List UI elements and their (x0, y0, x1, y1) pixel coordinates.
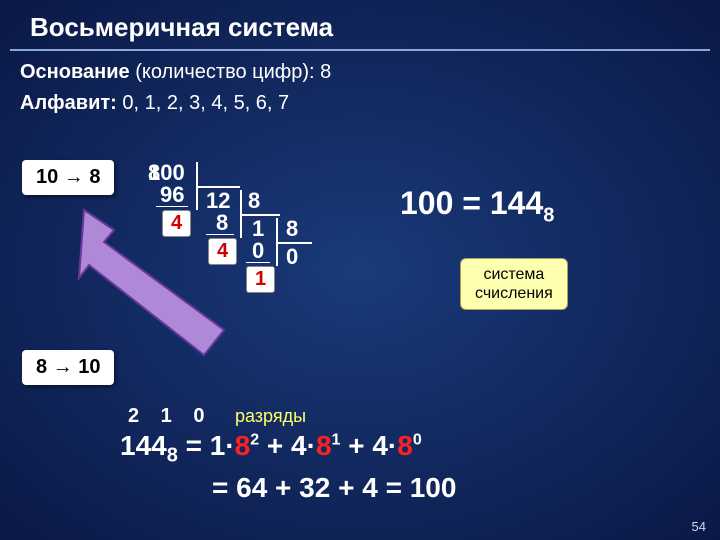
note-line-1: система (483, 266, 544, 283)
page-number: 54 (692, 519, 706, 534)
divisor-8c: 8 (286, 216, 298, 242)
sum-line: = 64 + 32 + 4 = 100 (212, 472, 680, 504)
alphabet-rest: 0, 1, 2, 3, 4, 5, 6, 7 (122, 92, 289, 114)
alphabet-label: Алфавит: (20, 92, 117, 114)
quotient-0: 0 (286, 244, 298, 270)
badge-dec-to-oct: 10 → 8 (22, 160, 114, 195)
exp-p1: + 4· (259, 430, 316, 461)
expansion-line: 1448 = 1·82 + 4·81 + 4·80 (120, 430, 680, 468)
uline-1 (156, 206, 188, 207)
note-line-2: счисления (475, 285, 553, 302)
position-row: 2 1 0 разряды (120, 405, 680, 428)
result-main: 100 = 144 (400, 185, 543, 221)
badge-oct-to-dec: 8 → 10 (22, 350, 114, 385)
exp-lhs: 144 (120, 430, 167, 461)
remainder-1: 1 (246, 266, 275, 293)
exp-b2: 8 (316, 430, 332, 461)
remainder-4a: 4 (162, 210, 191, 237)
position-numbers: 2 1 0 (128, 405, 212, 428)
remainder-4b: 4 (208, 238, 237, 265)
uline-2 (206, 234, 234, 235)
exp-eq: = 1· (178, 430, 235, 461)
base-line: Основание (количество цифр): 8 (0, 51, 720, 88)
mult-96: 96 (160, 182, 184, 208)
note-numeral-system: система счисления (460, 258, 568, 310)
base-label: Основание (20, 61, 130, 83)
exp-lhs-sub: 8 (167, 445, 178, 467)
long-division: 100 8 96 4 12 8 8 4 1 8 0 0 1 (148, 160, 408, 330)
divisor-8b: 8 (248, 188, 260, 214)
mult-0: 0 (252, 238, 264, 264)
alphabet-line: Алфавит: 0, 1, 2, 3, 4, 5, 6, 7 (0, 88, 720, 119)
position-label: разряды (235, 406, 306, 426)
exp-b1: 8 (235, 430, 251, 461)
divisor-8a: 8 (148, 160, 160, 186)
conversion-result: 100 = 1448 (400, 185, 554, 227)
result-sub: 8 (543, 204, 554, 226)
mult-8: 8 (216, 210, 228, 236)
uline-3 (246, 262, 270, 263)
base-rest: (количество цифр): 8 (135, 61, 331, 83)
page-title: Восьмеричная система (10, 0, 710, 51)
exp-b3: 8 (397, 430, 413, 461)
exp-p2: + 4· (340, 430, 397, 461)
exp-e3: 0 (413, 432, 422, 449)
exp-e1: 2 (250, 432, 259, 449)
oct-to-dec-expansion: 2 1 0 разряды 1448 = 1·82 + 4·81 + 4·80 … (120, 405, 680, 504)
